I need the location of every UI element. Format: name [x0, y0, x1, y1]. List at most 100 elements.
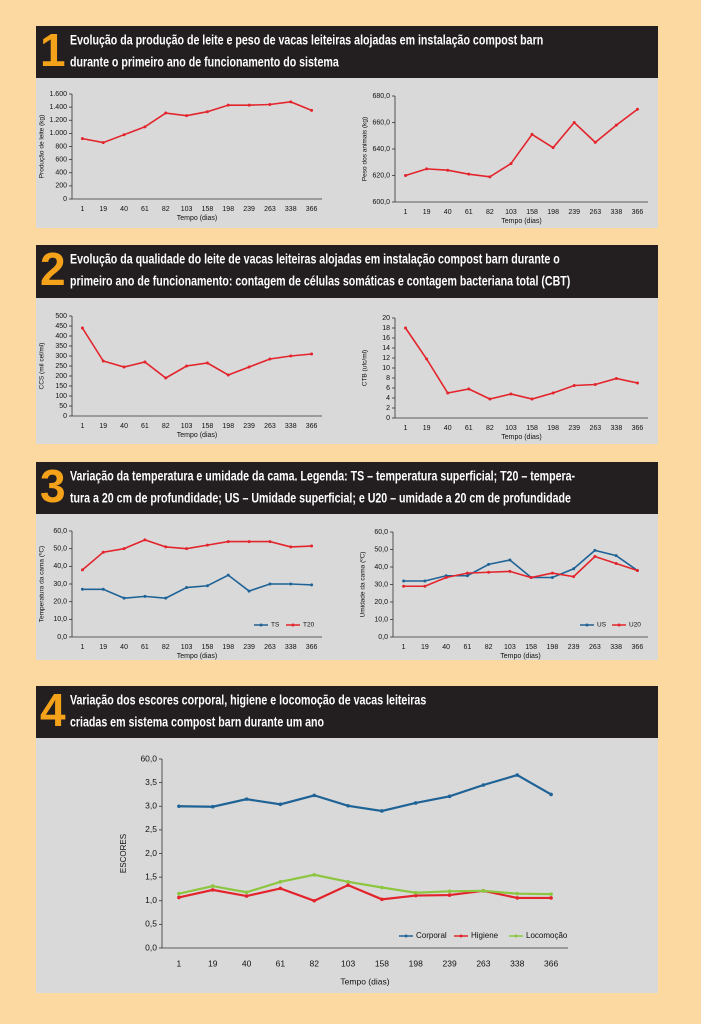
y-tick-label: 0: [386, 415, 390, 422]
x-tick-label: 82: [310, 958, 320, 968]
y-axis-label: CCS (mil cel/ml): [39, 343, 46, 390]
data-point: [487, 562, 491, 566]
section-title: primeiro ano de funcionamento: contagem …: [70, 273, 570, 289]
data-point: [177, 895, 181, 900]
data-point: [247, 540, 251, 544]
data-point: [572, 121, 576, 124]
x-tick-label: 366: [632, 209, 644, 216]
x-tick-label: 40: [120, 206, 128, 213]
data-point: [226, 103, 230, 107]
data-point: [268, 357, 272, 361]
y-tick-label: 10: [382, 365, 390, 372]
data-point: [447, 889, 452, 894]
data-point: [310, 108, 314, 112]
section: 2 Evolução da qualidade do leite de vacas…: [36, 243, 658, 444]
data-point: [447, 794, 452, 799]
data-point: [268, 103, 272, 106]
data-point: [244, 797, 249, 801]
y-tick-label: 620,0: [372, 172, 390, 179]
x-tick-label: 103: [181, 644, 193, 651]
y-tick-label: 4: [386, 395, 390, 402]
data-point: [530, 132, 534, 136]
legend-dot: [459, 934, 463, 938]
y-tick-label: 50,0: [374, 546, 388, 553]
y-tick-label: 50: [59, 403, 67, 410]
data-point: [404, 326, 408, 330]
data-point: [447, 893, 452, 897]
x-tick-label: 263: [589, 644, 601, 651]
data-point: [122, 133, 126, 137]
data-point: [614, 562, 618, 565]
y-tick-label: 10,0: [53, 616, 67, 623]
y-tick-label: 60,0: [140, 753, 157, 763]
section-number: 2: [40, 243, 66, 295]
data-point: [425, 167, 429, 171]
data-point: [205, 110, 209, 114]
title-line-group: Variação dos escores corporal, higiene e…: [70, 692, 426, 708]
y-tick-label: 1.600: [49, 91, 67, 98]
chart: 0 2 4 6 8 10 12 14 16 18 20 1 19 40 61 82 103 158 198 239 26…: [362, 315, 648, 441]
y-tick-label: 300: [55, 353, 67, 360]
data-point: [80, 568, 84, 572]
x-tick-label: 198: [547, 425, 559, 432]
data-point: [164, 545, 168, 549]
x-tick-label: 103: [505, 209, 517, 216]
data-point: [101, 141, 105, 145]
data-point: [425, 357, 429, 361]
y-tick-label: 660,0: [372, 119, 390, 126]
legend-dot: [514, 934, 518, 938]
data-point: [549, 892, 553, 896]
x-tick-label: 103: [341, 958, 355, 968]
data-point: [551, 391, 555, 395]
y-tick-label: 1.200: [49, 117, 67, 124]
section-title: durante o primeiro ano de funcionamento …: [70, 54, 339, 70]
data-point: [635, 569, 639, 572]
x-tick-label: 263: [589, 209, 601, 216]
data-point: [593, 548, 597, 552]
data-point: [101, 359, 105, 363]
data-point: [210, 804, 215, 809]
y-tick-label: 1,5: [145, 871, 157, 881]
y-tick-label: 450: [55, 323, 67, 330]
x-tick-label: 158: [202, 423, 214, 430]
section: 4 Variação dos escores corporal, higiene …: [36, 684, 658, 993]
legend-label: Higiene: [471, 931, 499, 940]
x-tick-label: 61: [141, 206, 149, 213]
chart: 600,0 620,0 640,0 660,0 680,0 1 19 40 61 82 103 158…: [362, 93, 648, 225]
x-tick-label: 82: [486, 209, 494, 216]
data-point: [509, 392, 513, 396]
x-tick-label: 198: [222, 206, 234, 213]
title-line-group: durante o primeiro ano de funcionamento …: [70, 54, 339, 70]
data-point: [550, 576, 554, 579]
data-point: [278, 802, 283, 807]
x-tick-label: 366: [632, 425, 644, 432]
y-tick-label: 2,0: [145, 848, 157, 858]
title-line-group: primeiro ano de funcionamento: contagem …: [70, 273, 570, 289]
y-tick-label: 150: [55, 383, 67, 390]
x-tick-label: 82: [162, 644, 170, 651]
y-tick-label: 500: [55, 313, 67, 320]
y-tick-label: 200: [55, 373, 67, 380]
data-point: [465, 574, 469, 578]
y-tick-label: 0,0: [145, 942, 157, 952]
y-tick-label: 20,0: [374, 599, 388, 606]
x-tick-label: 40: [442, 644, 450, 651]
x-tick-label: 40: [444, 425, 452, 432]
data-point: [268, 540, 272, 544]
x-tick-label: 198: [222, 423, 234, 430]
x-tick-label: 263: [476, 958, 490, 968]
data-point: [278, 880, 283, 884]
x-tick-label: 82: [485, 644, 493, 651]
x-tick-label: 338: [611, 209, 623, 216]
y-tick-label: 600,0: [372, 199, 390, 206]
y-tick-label: 800: [55, 143, 67, 150]
section-header: [36, 686, 658, 738]
x-axis-label: Tempo (dias): [501, 434, 541, 441]
data-point: [244, 894, 249, 898]
y-tick-label: 18: [382, 325, 390, 332]
y-tick-label: 600: [55, 156, 67, 163]
x-tick-label: 103: [504, 644, 516, 651]
y-tick-label: 14: [382, 345, 390, 352]
data-point: [413, 893, 418, 898]
x-tick-label: 1: [404, 425, 408, 432]
